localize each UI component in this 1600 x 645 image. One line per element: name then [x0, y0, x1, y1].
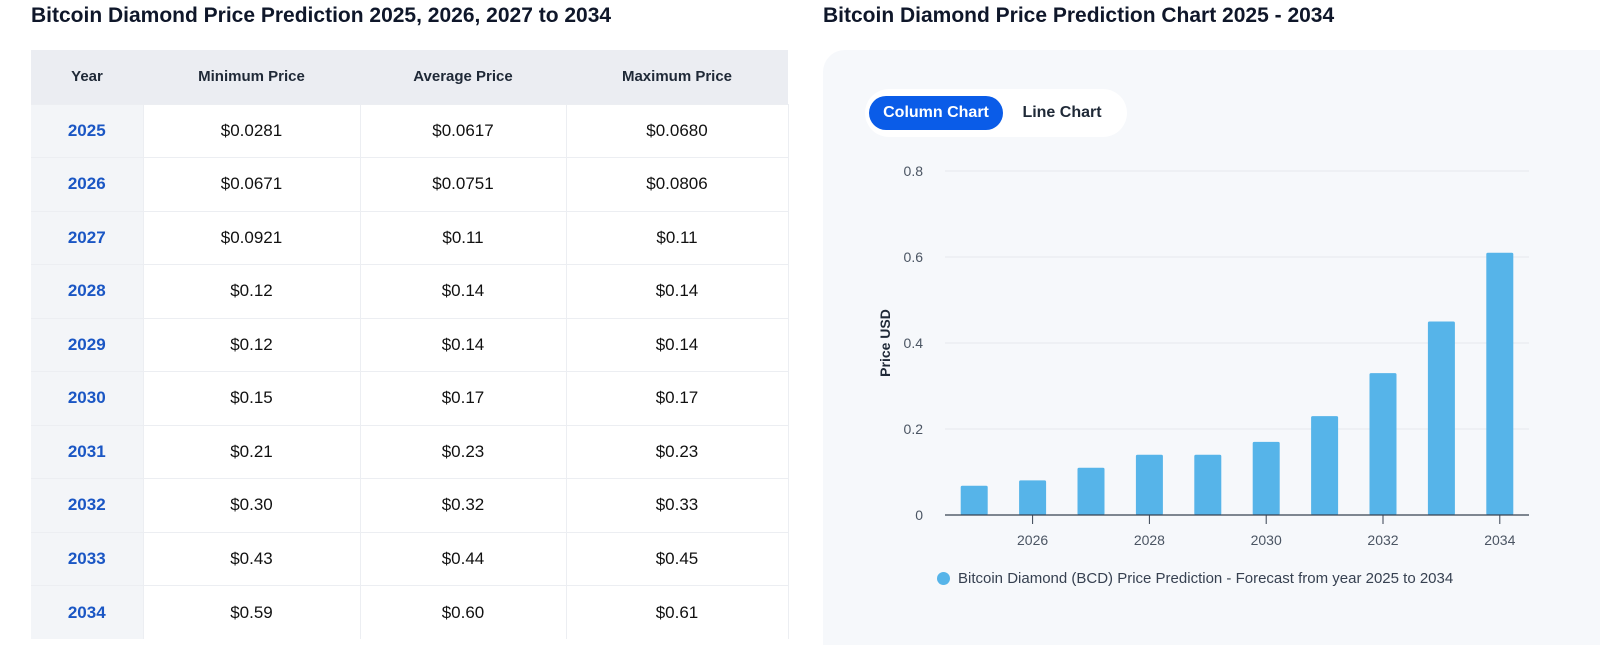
minimum-price-cell: $0.12 [142, 264, 360, 318]
price-column-chart: 0 0.2 0.4 0.6 0.8 2026 2028 2030 2032 2034 Price U… [877, 163, 1529, 548]
average-price-cell: $0.17 [359, 371, 566, 425]
year-cell[interactable]: 2030 [31, 371, 143, 425]
minimum-price-cell: $0.15 [142, 371, 360, 425]
average-price-cell: $0.0617 [359, 103, 566, 158]
maximum-price-cell: $0.23 [565, 424, 789, 479]
bar-2029 [1194, 454, 1222, 515]
legend-label: Bitcoin Diamond (BCD) Price Prediction -… [958, 570, 1454, 587]
line-chart-button[interactable]: Line Chart [1007, 96, 1117, 130]
maximum-price-cell: $0.0680 [565, 103, 789, 158]
x-tick-label: 2026 [1017, 532, 1048, 548]
average-price-cell: $0.44 [359, 531, 566, 586]
average-price-cell: $0.14 [359, 264, 566, 318]
maximum-price-cell: $0.14 [565, 264, 789, 318]
table-row: 2031 $0.21 $0.23 $0.23 [31, 424, 789, 479]
table-row: 2030 $0.15 $0.17 $0.17 [31, 371, 789, 425]
average-price-cell: $0.32 [359, 478, 566, 532]
table-row: 2032 $0.30 $0.32 $0.33 [31, 478, 789, 532]
x-tick-label: 2028 [1134, 532, 1165, 548]
year-cell[interactable]: 2028 [31, 264, 143, 318]
table-row: 2026 $0.0671 $0.0751 $0.0806 [31, 157, 789, 211]
average-price-cell: $0.14 [359, 317, 566, 372]
minimum-price-cell: $0.0281 [142, 103, 360, 158]
average-price-cell: $0.11 [359, 210, 566, 265]
y-tick-label: 0.4 [904, 335, 924, 351]
minimum-price-cell: $0.21 [142, 424, 360, 479]
y-tick-label: 0.6 [904, 249, 924, 265]
table-row: 2034 $0.59 $0.60 $0.61 [31, 585, 789, 639]
x-tick-label: 2034 [1484, 532, 1515, 548]
legend-dot-icon [937, 572, 950, 585]
table-row: 2027 $0.0921 $0.11 $0.11 [31, 210, 789, 265]
year-cell[interactable]: 2033 [31, 531, 143, 586]
header-minimum-price: Minimum Price [143, 50, 360, 104]
table-header-row: Year Minimum Price Average Price Maximum… [31, 50, 788, 104]
chart-title: Bitcoin Diamond Price Prediction Chart 2… [823, 4, 1335, 27]
average-price-cell: $0.0751 [359, 157, 566, 211]
table-row: 2033 $0.43 $0.44 $0.45 [31, 531, 789, 586]
y-axis-label: Price USD [877, 309, 893, 377]
table-row: 2029 $0.12 $0.14 $0.14 [31, 317, 789, 372]
chart-panel [823, 50, 1600, 645]
year-cell[interactable]: 2032 [31, 478, 143, 532]
table-title: Bitcoin Diamond Price Prediction 2025, 2… [31, 4, 612, 27]
maximum-price-cell: $0.45 [565, 531, 789, 586]
year-cell[interactable]: 2027 [31, 210, 143, 265]
minimum-price-cell: $0.0921 [142, 210, 360, 265]
bar-2034 [1486, 252, 1514, 515]
minimum-price-cell: $0.12 [142, 317, 360, 372]
average-price-cell: $0.60 [359, 585, 566, 639]
price-prediction-table: Year Minimum Price Average Price Maximum… [31, 50, 789, 639]
maximum-price-cell: $0.11 [565, 210, 789, 265]
column-chart-button[interactable]: Column Chart [869, 96, 1003, 130]
minimum-price-cell: $0.59 [142, 585, 360, 639]
bar-2032 [1369, 373, 1397, 515]
year-cell[interactable]: 2025 [31, 103, 143, 158]
table-row: 2028 $0.12 $0.14 $0.14 [31, 264, 789, 318]
y-tick-label: 0 [915, 507, 923, 523]
bar-2033 [1427, 321, 1455, 515]
year-cell[interactable]: 2031 [31, 424, 143, 479]
year-cell[interactable]: 2026 [31, 157, 143, 211]
year-cell[interactable]: 2034 [31, 585, 143, 639]
maximum-price-cell: $0.33 [565, 478, 789, 532]
chart-legend[interactable]: Bitcoin Diamond (BCD) Price Prediction -… [937, 570, 1453, 587]
minimum-price-cell: $0.43 [142, 531, 360, 586]
y-tick-label: 0.2 [904, 421, 924, 437]
table-row: 2025 $0.0281 $0.0617 $0.0680 [31, 103, 789, 158]
x-tick-label: 2032 [1367, 532, 1398, 548]
bar-2025 [960, 485, 988, 515]
minimum-price-cell: $0.30 [142, 478, 360, 532]
chart-type-toggle: Column Chart Line Chart [865, 89, 1127, 137]
y-tick-label: 0.8 [904, 163, 924, 179]
header-year: Year [31, 50, 143, 104]
bar-2030 [1252, 441, 1280, 515]
header-maximum-price: Maximum Price [566, 50, 788, 104]
year-cell[interactable]: 2029 [31, 317, 143, 372]
bar-2026 [1019, 480, 1047, 515]
header-average-price: Average Price [360, 50, 566, 104]
bar-2031 [1311, 416, 1339, 515]
maximum-price-cell: $0.17 [565, 371, 789, 425]
bar-2027 [1077, 467, 1105, 515]
maximum-price-cell: $0.0806 [565, 157, 789, 211]
x-tick-label: 2030 [1251, 532, 1282, 548]
maximum-price-cell: $0.14 [565, 317, 789, 372]
minimum-price-cell: $0.0671 [142, 157, 360, 211]
maximum-price-cell: $0.61 [565, 585, 789, 639]
bar-2028 [1135, 454, 1163, 515]
average-price-cell: $0.23 [359, 424, 566, 479]
